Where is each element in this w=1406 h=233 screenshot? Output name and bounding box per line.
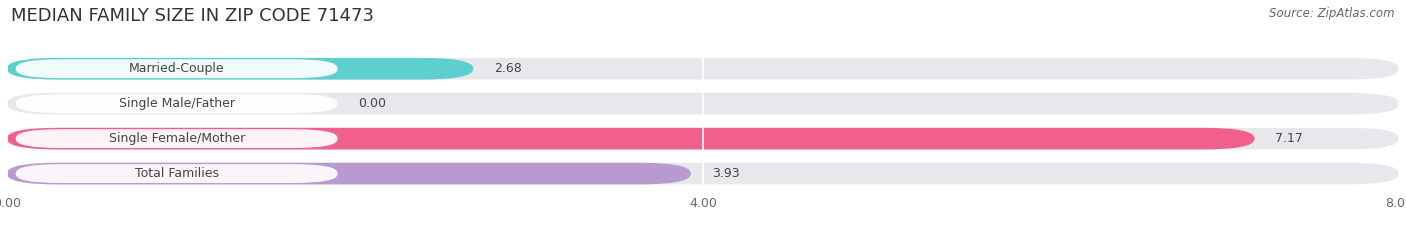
FancyBboxPatch shape [7,163,690,185]
FancyBboxPatch shape [7,58,474,80]
Text: 7.17: 7.17 [1275,132,1303,145]
Text: MEDIAN FAMILY SIZE IN ZIP CODE 71473: MEDIAN FAMILY SIZE IN ZIP CODE 71473 [11,7,374,25]
Text: Source: ZipAtlas.com: Source: ZipAtlas.com [1270,7,1395,20]
FancyBboxPatch shape [15,94,337,113]
Text: Single Male/Father: Single Male/Father [118,97,235,110]
FancyBboxPatch shape [7,58,1399,80]
FancyBboxPatch shape [15,129,337,148]
FancyBboxPatch shape [15,59,337,78]
Text: 3.93: 3.93 [711,167,740,180]
FancyBboxPatch shape [15,164,337,183]
Text: Single Female/Mother: Single Female/Mother [108,132,245,145]
FancyBboxPatch shape [7,128,1399,150]
FancyBboxPatch shape [7,93,1399,115]
FancyBboxPatch shape [7,128,1254,150]
Text: 2.68: 2.68 [495,62,522,75]
FancyBboxPatch shape [7,163,1399,185]
Text: Total Families: Total Families [135,167,219,180]
Text: Married-Couple: Married-Couple [129,62,225,75]
Text: 0.00: 0.00 [359,97,387,110]
